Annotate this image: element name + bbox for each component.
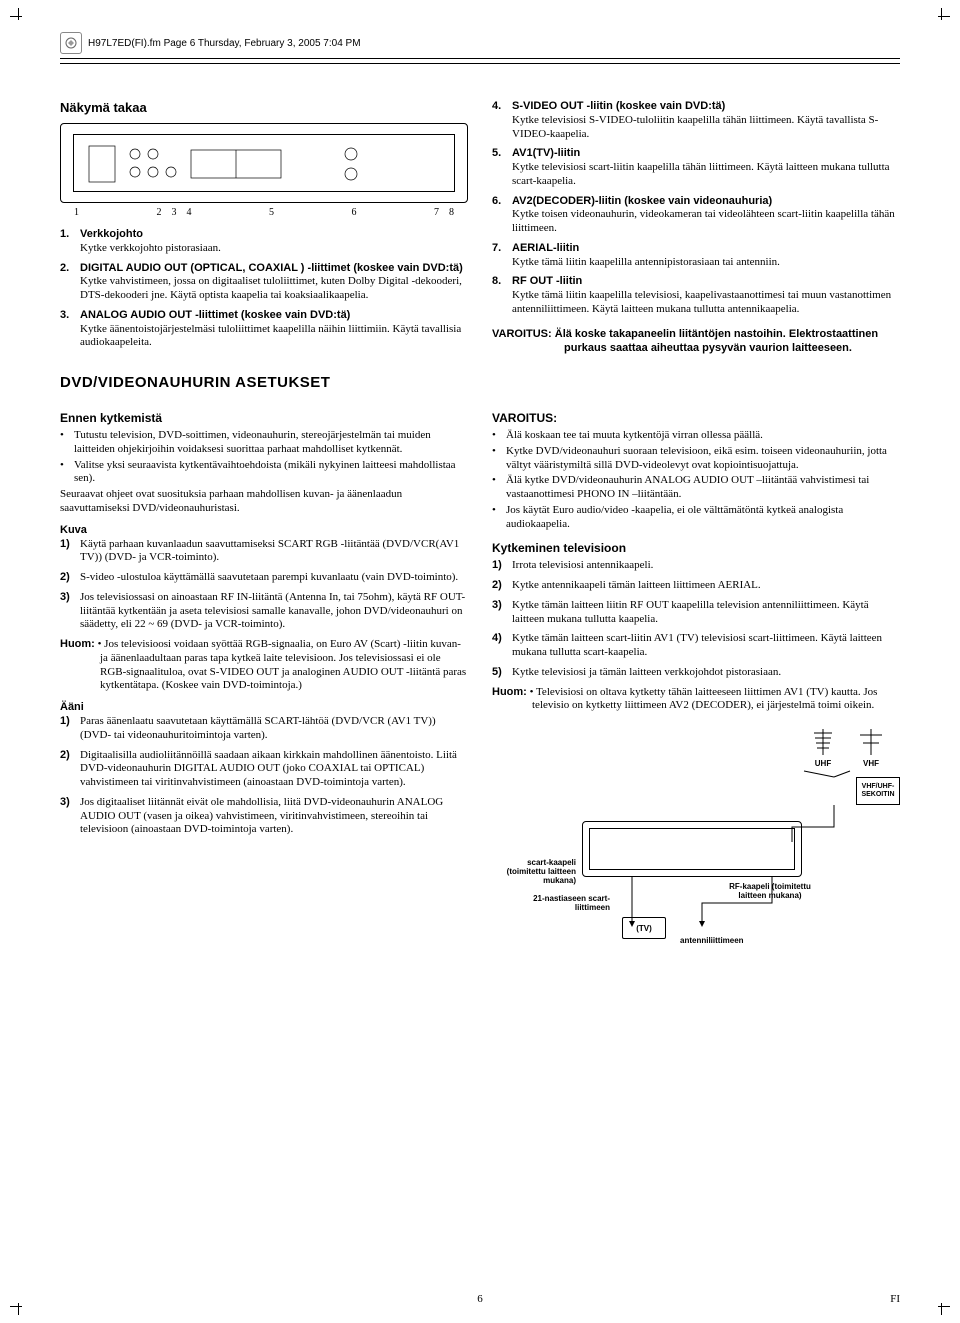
kytk-list: 1)Irrota televisiosi antennikaapeli. 2)K…: [492, 559, 900, 679]
document-header: H97L7ED(FI).fm Page 6 Thursday, February…: [60, 32, 900, 59]
doc-icon: [60, 32, 82, 54]
rear-warning: VAROITUS: Älä koske takapaneelin liitänt…: [492, 327, 900, 356]
varoitus-title: VAROITUS:: [492, 411, 900, 425]
aani-title: Ääni: [60, 701, 468, 713]
lower-right-column: VAROITUS: Älä koskaan tee tai muuta kytk…: [492, 401, 900, 957]
list-item: 7. AERIAL-liitin Kytke tämä liitin kaape…: [492, 242, 900, 270]
marker-7: 7: [434, 207, 439, 218]
connection-diagram: UHF VHF VHF/UHF-SEKOITIN: [492, 727, 900, 957]
rear-panel-connectors: [61, 124, 467, 202]
list-item: Älä koskaan tee tai muuta kytkentöjä vir…: [492, 429, 900, 443]
list-item: 1)Käytä parhaan kuvanlaadun saavuttamise…: [60, 538, 468, 566]
varoitus-bullets: Älä koskaan tee tai muuta kytkentöjä vir…: [492, 429, 900, 531]
list-item: 3)Jos televisiossasi on ainoastaan RF IN…: [60, 591, 468, 632]
upper-left-column: Näkymä takaa 1: [60, 100, 468, 356]
kytk-title: Kytkeminen televisioon: [492, 541, 900, 555]
ennen-title: Ennen kytkemistä: [60, 411, 468, 425]
marker-2: 2: [157, 207, 162, 218]
list-item: Jos käytät Euro audio/video -kaapelia, e…: [492, 504, 900, 532]
list-item: 1)Irrota televisiosi antennikaapeli.: [492, 559, 900, 573]
rear-item-list-left: 1. Verkkojohto Kytke verkkojohto pistora…: [60, 228, 468, 350]
list-item: Valitse yksi seuraavista kytkentävaihtoe…: [60, 459, 468, 487]
page-lang: FI: [890, 1293, 900, 1305]
list-item: 1)Paras äänenlaatu saavutetaan käyttämäl…: [60, 715, 468, 743]
page-footer: 6 FI: [60, 1293, 900, 1305]
marker-1: 1: [74, 207, 79, 218]
kytk-huom: Huom: • Televisiosi on oltava kytketty t…: [492, 686, 900, 714]
list-item: 2)Digitaalisilla audioliitännöillä saada…: [60, 749, 468, 790]
crop-mark-icon: [932, 8, 950, 26]
list-item: 3)Kytke tämän laitteen liitin RF OUT kaa…: [492, 599, 900, 627]
rear-view-title: Näkymä takaa: [60, 100, 468, 115]
tv-box: (TV): [622, 917, 666, 939]
list-item: 3)Jos digitaaliset liitännät eivät ole m…: [60, 796, 468, 837]
rf-cable-caption: RF-kaapeli (toimitettu laitteen mukana): [728, 883, 812, 901]
list-item: 2)S-video -ulostuloa käyttämällä saavute…: [60, 571, 468, 585]
list-item: 2)Kytke antennikaapeli tämän laitteen li…: [492, 579, 900, 593]
kuva-list: 1)Käytä parhaan kuvanlaadun saavuttamise…: [60, 538, 468, 633]
crop-mark-icon: [10, 8, 28, 26]
list-item: 3. ANALOG AUDIO OUT -liittimet (koskee v…: [60, 309, 468, 350]
marker-6: 6: [352, 207, 357, 218]
header-text: H97L7ED(FI).fm Page 6 Thursday, February…: [88, 38, 361, 49]
crop-mark-icon: [932, 1297, 950, 1315]
header-rule: [60, 63, 900, 64]
connection-wires: [492, 727, 900, 957]
list-item: 2. DIGITAL AUDIO OUT (OPTICAL, COAXIAL )…: [60, 262, 468, 303]
crop-mark-icon: [10, 1297, 28, 1315]
scart-cable-caption: scart-kaapeli (toimitettu laitteen mukan…: [492, 859, 576, 885]
list-item: 5)Kytke televisiosi ja tämän laitteen ve…: [492, 666, 900, 680]
kuva-title: Kuva: [60, 524, 468, 536]
upper-right-column: 4. S-VIDEO OUT -liitin (koskee vain DVD:…: [492, 100, 900, 356]
list-item: 5. AV1(TV)-liitin Kytke televisiosi scar…: [492, 147, 900, 188]
page-number: 6: [477, 1293, 483, 1305]
marker-8: 8: [449, 207, 454, 218]
marker-3: 3: [172, 207, 177, 218]
list-item: 1. Verkkojohto Kytke verkkojohto pistora…: [60, 228, 468, 256]
marker-4: 4: [187, 207, 192, 218]
kuva-huom: Huom: • Jos televisioosi voidaan syöttää…: [60, 638, 468, 693]
antenna-conn-caption: antenniliittimeen: [680, 937, 744, 946]
rear-panel-diagram: [60, 123, 468, 203]
rear-marker-row: 1 2 3 4 5 6 7 8: [60, 207, 468, 218]
list-item: 6. AV2(DECODER)-liitin (koskee vain vide…: [492, 195, 900, 236]
ennen-bullets: Tutustu television, DVD-soittimen, video…: [60, 429, 468, 486]
ennen-after: Seuraavat ohjeet ovat suosituksia parhaa…: [60, 488, 468, 516]
list-item: 8. RF OUT -liitin Kytke tämä liitin kaap…: [492, 275, 900, 316]
list-item: Älä kytke DVD/videonauhurin ANALOG AUDIO…: [492, 474, 900, 502]
marker-5: 5: [269, 207, 274, 218]
list-item: Tutustu television, DVD-soittimen, video…: [60, 429, 468, 457]
list-item: Kytke DVD/videonauhuri suoraan televisio…: [492, 445, 900, 473]
list-item: 4. S-VIDEO OUT -liitin (koskee vain DVD:…: [492, 100, 900, 141]
list-item: 4)Kytke tämän laitteen scart-liitin AV1 …: [492, 632, 900, 660]
rear-item-list-right: 4. S-VIDEO OUT -liitin (koskee vain DVD:…: [492, 100, 900, 317]
setup-heading: DVD/VIDEONAUHURIN ASETUKSET: [60, 374, 900, 391]
aani-list: 1)Paras äänenlaatu saavutetaan käyttämäl…: [60, 715, 468, 837]
scart21-caption: 21-nastiaseen scart-liittimeen: [520, 895, 610, 913]
lower-left-column: Ennen kytkemistä Tutustu television, DVD…: [60, 401, 468, 957]
